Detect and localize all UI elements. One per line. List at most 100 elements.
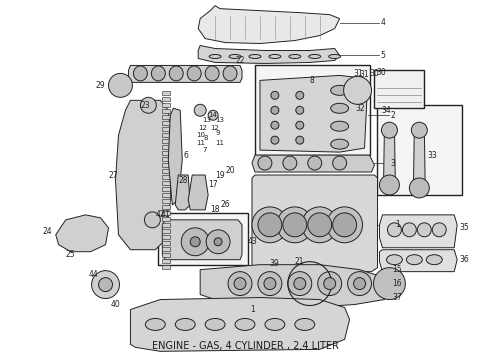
Circle shape [258, 156, 272, 170]
Bar [162, 169, 171, 173]
Circle shape [333, 156, 346, 170]
Circle shape [417, 223, 431, 237]
Circle shape [194, 104, 206, 116]
Text: 21: 21 [295, 257, 304, 266]
Text: 4: 4 [380, 18, 385, 27]
Text: 26: 26 [220, 201, 230, 210]
Polygon shape [252, 155, 374, 172]
Circle shape [379, 175, 399, 195]
Text: 31: 31 [354, 69, 363, 78]
Text: 30: 30 [376, 68, 386, 77]
Text: 9: 9 [215, 130, 220, 136]
Polygon shape [128, 66, 242, 82]
Polygon shape [384, 125, 395, 190]
Circle shape [308, 156, 322, 170]
Circle shape [409, 178, 429, 198]
Ellipse shape [229, 54, 241, 58]
Ellipse shape [265, 319, 285, 330]
Text: 5: 5 [380, 51, 385, 60]
Circle shape [271, 121, 279, 129]
Ellipse shape [331, 139, 348, 149]
Text: 10: 10 [196, 132, 205, 138]
Ellipse shape [235, 319, 255, 330]
Text: 43: 43 [248, 237, 258, 246]
Bar [162, 217, 171, 221]
Polygon shape [162, 220, 242, 260]
Ellipse shape [329, 54, 341, 58]
Bar [374, 71, 424, 108]
Text: 24: 24 [43, 227, 52, 236]
Bar [162, 115, 171, 119]
Ellipse shape [331, 103, 348, 113]
Ellipse shape [295, 319, 315, 330]
Circle shape [412, 122, 427, 138]
Circle shape [271, 91, 279, 99]
Circle shape [296, 91, 304, 99]
Circle shape [296, 106, 304, 114]
Circle shape [181, 228, 209, 256]
Text: 13: 13 [202, 117, 211, 123]
Polygon shape [252, 175, 377, 272]
Ellipse shape [249, 54, 261, 58]
Circle shape [92, 271, 120, 298]
Bar [162, 187, 171, 191]
Circle shape [288, 272, 312, 296]
Circle shape [108, 73, 132, 97]
Circle shape [333, 213, 357, 237]
Bar [162, 145, 171, 149]
Text: 16: 16 [392, 279, 402, 288]
Circle shape [190, 237, 200, 247]
Circle shape [277, 207, 313, 243]
Bar [162, 253, 171, 257]
Circle shape [145, 212, 160, 228]
Text: 36: 36 [459, 255, 469, 264]
Circle shape [388, 223, 401, 237]
Circle shape [141, 97, 156, 113]
Ellipse shape [269, 54, 281, 58]
Text: 6: 6 [183, 150, 188, 159]
Text: ENGINE - GAS, 4 CYLINDER , 2.4 LITER: ENGINE - GAS, 4 CYLINDER , 2.4 LITER [151, 341, 339, 351]
Text: 1: 1 [250, 305, 255, 314]
Text: 1: 1 [395, 220, 400, 229]
Circle shape [234, 278, 246, 289]
Polygon shape [116, 100, 172, 250]
Text: 3: 3 [391, 158, 395, 167]
Text: 35: 35 [459, 223, 469, 232]
Ellipse shape [223, 66, 237, 81]
Circle shape [432, 223, 446, 237]
Text: 42: 42 [155, 210, 165, 219]
Text: 39: 39 [270, 259, 280, 268]
Ellipse shape [133, 66, 147, 81]
Ellipse shape [209, 54, 221, 58]
Ellipse shape [309, 54, 321, 58]
Circle shape [271, 136, 279, 144]
Ellipse shape [205, 319, 225, 330]
Circle shape [296, 136, 304, 144]
Bar [162, 223, 171, 227]
Text: 23: 23 [141, 101, 150, 110]
Ellipse shape [331, 85, 348, 95]
Bar [162, 91, 171, 95]
Bar [162, 121, 171, 125]
Circle shape [208, 110, 218, 120]
Circle shape [228, 272, 252, 296]
Ellipse shape [387, 255, 402, 265]
Text: 32: 32 [356, 104, 365, 113]
Text: 41: 41 [161, 210, 170, 219]
Circle shape [402, 223, 416, 237]
Bar [162, 163, 171, 167]
Text: 20: 20 [225, 166, 235, 175]
Circle shape [258, 272, 282, 296]
Ellipse shape [205, 66, 219, 81]
Polygon shape [188, 175, 208, 210]
Polygon shape [200, 265, 390, 307]
Text: 17: 17 [208, 180, 218, 189]
Bar [162, 211, 171, 215]
Text: 34: 34 [382, 106, 391, 115]
Bar [158, 213, 248, 265]
Bar [162, 259, 171, 263]
Text: 15: 15 [392, 265, 402, 274]
Bar [162, 199, 171, 203]
Bar [162, 151, 171, 155]
Text: 37: 37 [392, 293, 402, 302]
